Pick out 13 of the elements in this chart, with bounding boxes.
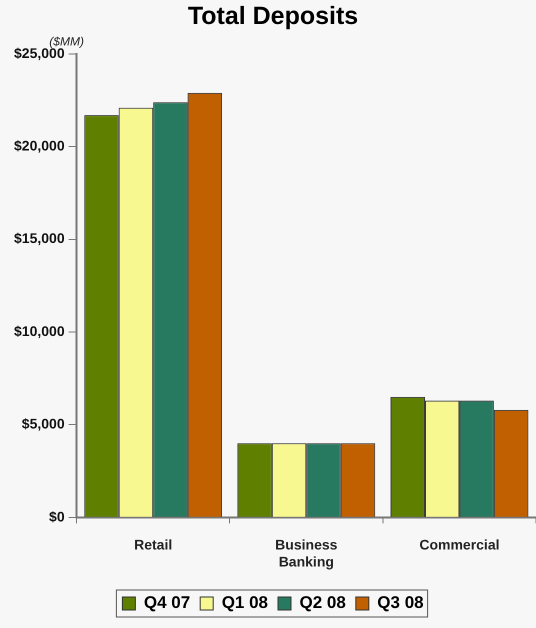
y-tick-label: $0 [49, 508, 65, 524]
x-tick-label: Commercial [419, 536, 500, 553]
legend-label: Q2 08 [300, 593, 346, 612]
legend-label: Q1 08 [222, 593, 268, 612]
legend-label: Q3 08 [377, 593, 424, 612]
y-tick-label: $10,000 [14, 322, 65, 339]
y-tick-label: $20,000 [14, 138, 65, 154]
legend-label: Q4 07 [144, 593, 190, 612]
y-tick-label: $15,000 [14, 230, 65, 246]
chart-title: Total Deposits [188, 2, 358, 30]
x-tick-label: Retail [134, 536, 172, 553]
y-tick-label: $5,000 [22, 416, 65, 432]
x-tick-label: Business Banking [275, 536, 338, 570]
